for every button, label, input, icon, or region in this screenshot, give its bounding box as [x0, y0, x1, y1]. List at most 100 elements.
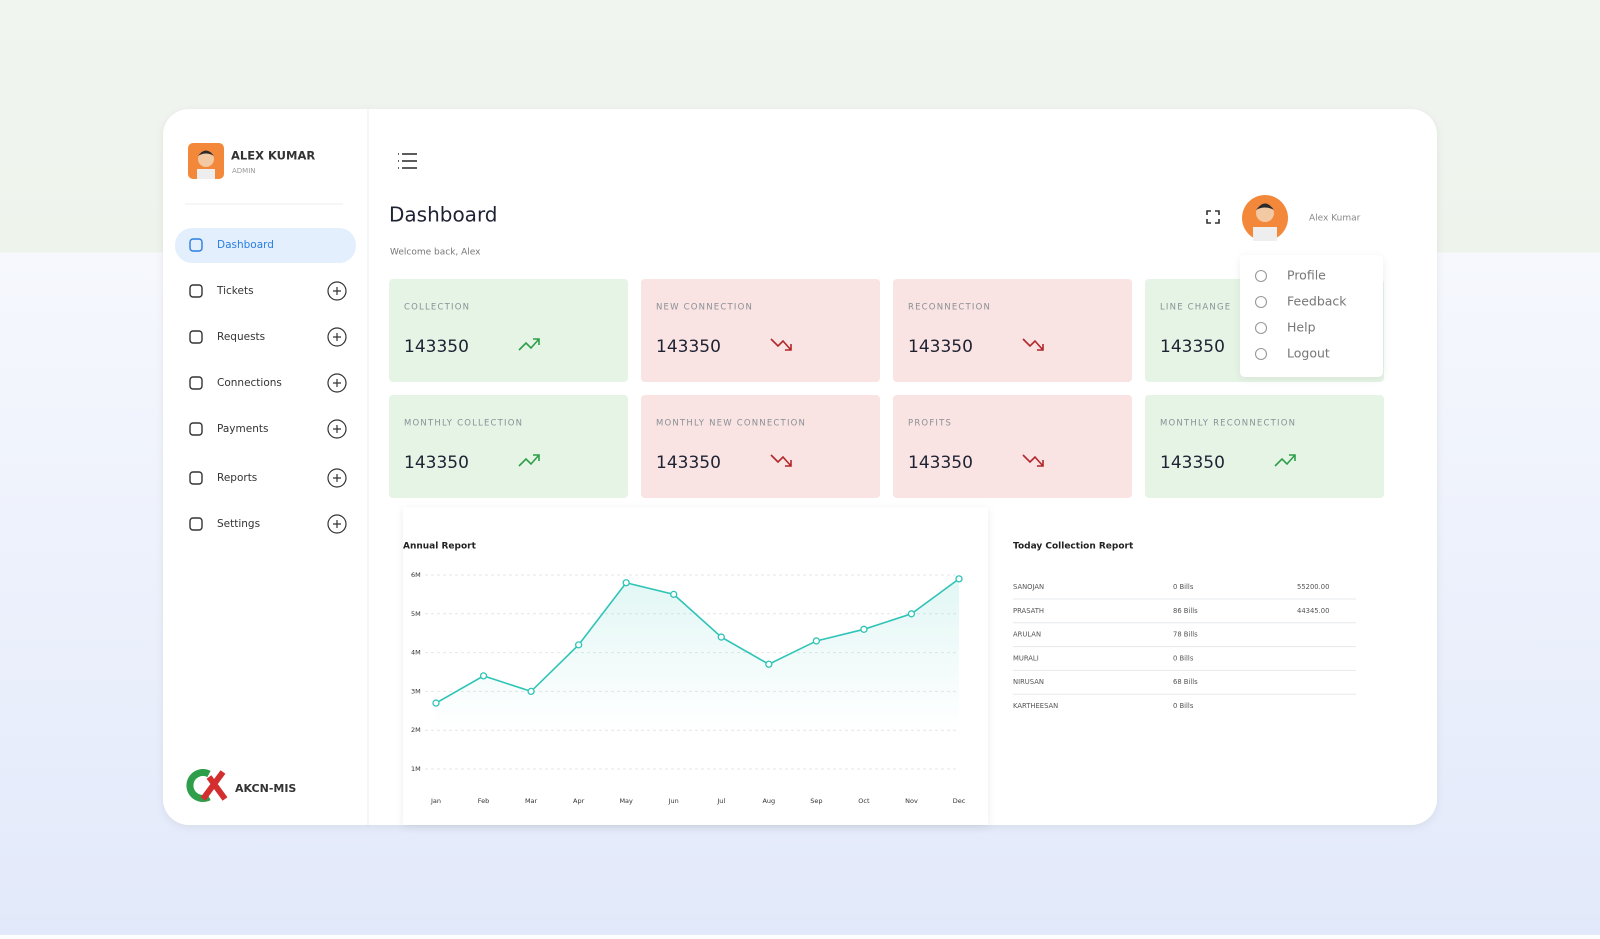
card-value: 143350 — [656, 453, 721, 473]
y-tick-label: 3M — [411, 687, 421, 695]
nav-item[interactable]: Settings — [189, 514, 347, 534]
table-title: Today Collection Report — [1013, 542, 1134, 552]
avatar-hair — [1256, 203, 1274, 210]
x-tick-label: Oct — [858, 797, 870, 805]
menu-icon — [1254, 269, 1268, 283]
nav-label: Dashboard — [217, 239, 274, 251]
table-cell: 86 Bills — [1173, 607, 1198, 615]
avatar-body — [1253, 227, 1277, 241]
menu-icon — [1254, 321, 1268, 335]
nav-expand[interactable] — [327, 468, 347, 488]
page-title: Dashboard — [389, 203, 498, 227]
nav-item[interactable]: Reports — [189, 468, 347, 488]
x-tick-label: Jan — [430, 797, 441, 805]
nav-label: Requests — [217, 331, 265, 343]
menu-toggle[interactable] — [398, 153, 417, 169]
line — [435, 578, 960, 704]
stat-card[interactable]: MONTHLY COLLECTION 143350 — [389, 395, 628, 498]
user-menu-item[interactable]: Help — [1254, 320, 1316, 335]
table-cell: 44345.00 — [1297, 607, 1329, 615]
chart-title: Annual Report — [403, 542, 477, 552]
page-subtitle: Welcome back, Alex — [390, 248, 481, 258]
y-tick-label: 4M — [411, 649, 421, 657]
sidebar-user-name: ALEX KUMAR — [231, 149, 315, 163]
x-tick-label: May — [619, 797, 633, 805]
card-bg — [641, 279, 880, 382]
logo-mark-x — [200, 770, 228, 801]
nav-item[interactable]: Requests — [189, 327, 347, 347]
fullscreen-button[interactable] — [1206, 210, 1220, 224]
table-cell: 0 Bills — [1173, 654, 1194, 662]
nav-icon — [189, 330, 203, 344]
card-value: 143350 — [908, 453, 973, 473]
nav-item[interactable]: Payments — [189, 419, 347, 439]
nav-expand[interactable] — [327, 281, 347, 301]
trend-icon — [770, 338, 792, 351]
nav-expand[interactable] — [327, 373, 347, 393]
point — [717, 633, 725, 641]
nav-expand[interactable] — [327, 514, 347, 534]
nav-item[interactable]: Dashboard — [175, 228, 356, 263]
trend-icon — [518, 338, 540, 351]
card-bg — [893, 395, 1132, 498]
user-menu-item[interactable]: Logout — [1254, 346, 1330, 361]
y-tick-label: 1M — [411, 765, 421, 773]
x-tick-label: Feb — [478, 797, 490, 805]
nav-expand-plus — [333, 379, 341, 387]
nav-label: Payments — [217, 423, 268, 435]
table-cell: 0 Bills — [1173, 583, 1194, 591]
trend-icon — [518, 454, 540, 467]
trend-icon — [1022, 454, 1044, 467]
x-tick-label: Aug — [762, 797, 775, 805]
nav-icon — [189, 422, 203, 436]
x-tick-label: Mar — [525, 797, 538, 805]
nav-icon — [189, 284, 203, 298]
point — [479, 672, 488, 680]
point — [907, 610, 916, 618]
app-window: ALEX KUMAR ADMIN Dashboard Welcome back,… — [163, 109, 1437, 825]
nav-expand[interactable] — [327, 419, 347, 439]
card-label: MONTHLY COLLECTION — [404, 419, 523, 429]
nav-item[interactable]: Tickets — [189, 281, 347, 301]
x-tick-label: Dec — [953, 797, 966, 805]
user-menu-item[interactable]: Feedback — [1254, 294, 1348, 309]
card-value: 143350 — [1160, 337, 1225, 357]
avatar-face — [1256, 204, 1274, 222]
stat-card[interactable]: MONTHLY RECONNECTION 143350 — [1145, 395, 1384, 498]
card-label: MONTHLY RECONNECTION — [1160, 419, 1296, 429]
y-tick-label: 5M — [411, 610, 421, 618]
stat-card[interactable]: PROFITS 143350 — [893, 395, 1132, 498]
point — [622, 579, 630, 587]
nav-active-bg — [175, 228, 356, 263]
card-label: NEW CONNECTION — [656, 303, 753, 313]
stat-card[interactable]: NEW CONNECTION 143350 — [641, 279, 880, 382]
card-value: 143350 — [656, 337, 721, 357]
table-cell: 0 Bills — [1173, 702, 1194, 710]
stat-card[interactable]: MONTHLY NEW CONNECTION 143350 — [641, 395, 880, 498]
stat-card[interactable]: RECONNECTION 143350 — [893, 279, 1132, 382]
menu-label: Help — [1287, 320, 1316, 335]
user-menu-item[interactable]: Profile — [1254, 268, 1327, 283]
nav-expand-plus — [333, 333, 341, 341]
card-value: 143350 — [404, 453, 469, 473]
nav-label: Connections — [217, 377, 282, 389]
nav-expand-plus — [333, 474, 341, 482]
header-user-name: Alex Kumar — [1309, 214, 1361, 224]
x-tick-label: Apr — [573, 797, 585, 805]
avatar-body — [197, 169, 215, 179]
point — [765, 660, 773, 668]
card-value: 143350 — [908, 337, 973, 357]
nav-item[interactable]: Connections — [189, 373, 347, 393]
user-menu: Profile Feedback Help Logout — [1240, 255, 1383, 377]
card-label: LINE CHANGE — [1160, 303, 1231, 313]
x-tick-label: Nov — [905, 797, 918, 805]
user-menu-bg — [1240, 255, 1383, 377]
y-tick-label: 6M — [411, 571, 421, 579]
nav-expand-plus — [333, 520, 341, 528]
stat-card[interactable]: COLLECTION 143350 — [389, 279, 628, 382]
table-cell: SANOJAN — [1013, 583, 1044, 591]
nav-expand[interactable] — [327, 327, 347, 347]
x-tick-label: Jul — [716, 797, 725, 805]
card-bg — [893, 279, 1132, 382]
card-bg — [1145, 395, 1384, 498]
